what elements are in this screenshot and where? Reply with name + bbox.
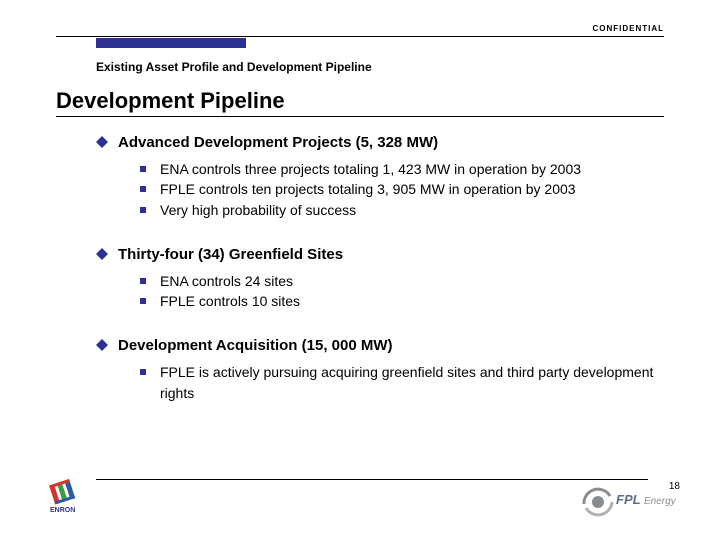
list-item: FPLE is actively pursuing acquiring gree… bbox=[140, 362, 660, 403]
section-title: Thirty-four (34) Greenfield Sites bbox=[118, 246, 343, 263]
section-heading: Advanced Development Projects (5, 328 MW… bbox=[96, 134, 660, 151]
square-bullet-icon bbox=[140, 369, 146, 375]
sub-list: FPLE is actively pursuing acquiring gree… bbox=[96, 362, 660, 403]
list-item-text: ENA controls 24 sites bbox=[160, 271, 660, 291]
slide-title: Development Pipeline bbox=[56, 88, 285, 114]
list-item: FPLE controls 10 sites bbox=[140, 291, 660, 311]
content-area: Advanced Development Projects (5, 328 MW… bbox=[96, 134, 660, 429]
confidential-label: CONFIDENTIAL bbox=[592, 24, 664, 33]
list-item: ENA controls 24 sites bbox=[140, 271, 660, 291]
list-item-text: FPLE controls ten projects totaling 3, 9… bbox=[160, 179, 660, 199]
svg-text:Energy: Energy bbox=[644, 496, 676, 507]
enron-logo: ENRON bbox=[46, 476, 90, 514]
list-item: ENA controls three projects totaling 1, … bbox=[140, 159, 660, 179]
svg-text:FPL: FPL bbox=[616, 492, 641, 507]
section: Thirty-four (34) Greenfield Sites ENA con… bbox=[96, 246, 660, 312]
list-item-text: ENA controls three projects totaling 1, … bbox=[160, 159, 660, 179]
square-bullet-icon bbox=[140, 186, 146, 192]
diamond-bullet-icon bbox=[96, 136, 108, 148]
square-bullet-icon bbox=[140, 166, 146, 172]
section-title: Advanced Development Projects (5, 328 MW… bbox=[118, 134, 438, 151]
title-rule bbox=[56, 116, 664, 117]
square-bullet-icon bbox=[140, 207, 146, 213]
sub-list: ENA controls 24 sitesFPLE controls 10 si… bbox=[96, 271, 660, 312]
diamond-bullet-icon bbox=[96, 339, 108, 351]
list-item: Very high probability of success bbox=[140, 200, 660, 220]
footer-rule bbox=[96, 479, 648, 480]
section: Development Acquisition (15, 000 MW) FPLE… bbox=[96, 337, 660, 403]
top-rule bbox=[56, 36, 664, 37]
section-heading: Thirty-four (34) Greenfield Sites bbox=[96, 246, 660, 263]
breadcrumb: Existing Asset Profile and Development P… bbox=[96, 60, 372, 74]
square-bullet-icon bbox=[140, 278, 146, 284]
svg-text:ENRON: ENRON bbox=[50, 507, 75, 514]
section-heading: Development Acquisition (15, 000 MW) bbox=[96, 337, 660, 354]
diamond-bullet-icon bbox=[96, 248, 108, 260]
section-title: Development Acquisition (15, 000 MW) bbox=[118, 337, 393, 354]
sub-list: ENA controls three projects totaling 1, … bbox=[96, 159, 660, 220]
section: Advanced Development Projects (5, 328 MW… bbox=[96, 134, 660, 220]
list-item: FPLE controls ten projects totaling 3, 9… bbox=[140, 179, 660, 199]
accent-bar bbox=[96, 38, 246, 48]
list-item-text: FPLE controls 10 sites bbox=[160, 291, 660, 311]
fpl-energy-logo: FPL Energy bbox=[576, 482, 676, 522]
list-item-text: FPLE is actively pursuing acquiring gree… bbox=[160, 362, 660, 403]
square-bullet-icon bbox=[140, 298, 146, 304]
list-item-text: Very high probability of success bbox=[160, 200, 660, 220]
